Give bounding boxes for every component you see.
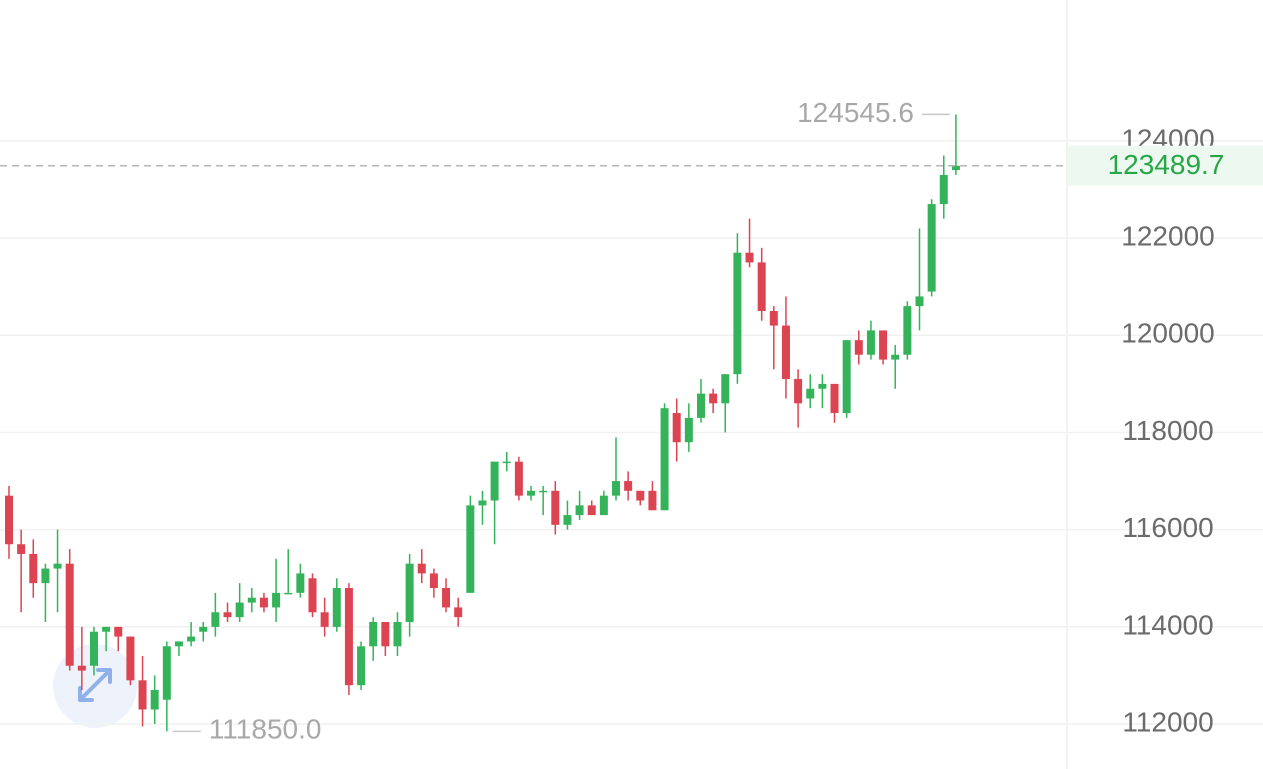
expand-button[interactable] <box>53 644 137 728</box>
candle-body <box>138 680 147 710</box>
candle-body <box>417 563 426 574</box>
candle-body <box>696 393 705 418</box>
candle-body <box>769 311 778 326</box>
candle-body <box>818 383 827 389</box>
candle-body <box>344 587 353 686</box>
candle-body <box>393 622 402 647</box>
candle-body <box>126 636 135 681</box>
candle-body <box>272 592 281 608</box>
candle-body <box>29 553 38 584</box>
candle-body <box>490 461 499 501</box>
candle-body <box>636 490 645 501</box>
candle-body <box>672 413 681 443</box>
candle-body <box>381 622 390 647</box>
candle-body <box>575 505 584 516</box>
candle-body <box>866 330 875 355</box>
candle-body <box>17 544 26 554</box>
candle-body <box>684 417 693 443</box>
candle-body <box>879 330 888 360</box>
expand-icon <box>78 668 112 702</box>
candle-body <box>114 626 123 637</box>
candle-body <box>612 481 620 496</box>
candle-body <box>199 626 208 632</box>
candle-body <box>854 340 863 355</box>
candle-body <box>5 495 13 545</box>
y-tick-label: 116000 <box>1122 512 1213 543</box>
candle-body <box>514 461 523 496</box>
candle-body <box>648 490 657 511</box>
candle-body <box>357 646 366 686</box>
candle-body <box>211 612 220 627</box>
candle-body <box>563 515 572 525</box>
candle-body <box>102 626 111 632</box>
candle-body <box>259 597 268 608</box>
candle-body <box>624 481 633 491</box>
candle-body <box>660 408 669 511</box>
y-tick-label: 114000 <box>1122 609 1213 640</box>
last-price-box <box>1067 145 1263 186</box>
candle-body <box>235 602 244 618</box>
candle-body <box>733 252 742 375</box>
candle-body <box>806 388 815 399</box>
candle-body <box>551 490 560 525</box>
candle-body <box>478 500 487 506</box>
candle-body <box>721 374 730 404</box>
candle-body <box>284 592 293 595</box>
candle-body <box>757 262 766 312</box>
candle-body <box>830 383 839 414</box>
candle-body <box>65 563 74 666</box>
y-tick-label: 122000 <box>1121 221 1214 252</box>
candle-body <box>527 490 536 496</box>
candle-body <box>599 495 608 516</box>
candle-body <box>174 641 183 647</box>
candle-body <box>41 568 50 584</box>
candle-body <box>466 505 475 593</box>
max-price-label: 124545.6 <box>797 97 914 128</box>
candle-body <box>442 587 451 608</box>
candle-body <box>927 204 936 292</box>
candle-body <box>745 252 754 263</box>
candle-body <box>405 563 414 623</box>
candle-body <box>296 573 305 593</box>
candle-body <box>53 563 62 569</box>
candle-body <box>915 296 924 307</box>
candle-body <box>951 165 960 171</box>
candle-body <box>891 354 900 360</box>
candle-body <box>587 505 596 516</box>
candle-body <box>247 597 256 603</box>
candle-body <box>150 690 159 710</box>
candle-body <box>77 665 86 671</box>
candle-body <box>903 306 912 355</box>
candle-body <box>162 646 171 700</box>
candle-body <box>842 340 851 414</box>
y-tick-label: 120000 <box>1121 318 1214 349</box>
last-price-label: 123489.7 <box>1108 149 1225 180</box>
candle-body <box>709 393 718 404</box>
candle-body <box>939 174 948 205</box>
candle-body <box>369 622 378 647</box>
candle-body <box>539 490 548 493</box>
candle-body <box>454 607 463 618</box>
candle-body <box>429 573 438 588</box>
candle-body <box>332 587 341 627</box>
y-tick-label: 118000 <box>1122 415 1213 446</box>
min-price-label: 111850.0 <box>209 714 322 745</box>
candle-body <box>502 461 511 464</box>
candle-body <box>223 612 232 618</box>
candle-body <box>320 612 329 627</box>
candle-body <box>794 379 803 404</box>
candle-body <box>308 578 317 613</box>
candle-body <box>89 631 98 666</box>
y-tick-label: 112000 <box>1122 706 1213 737</box>
candle-body <box>187 636 196 642</box>
candle-body <box>781 325 790 380</box>
